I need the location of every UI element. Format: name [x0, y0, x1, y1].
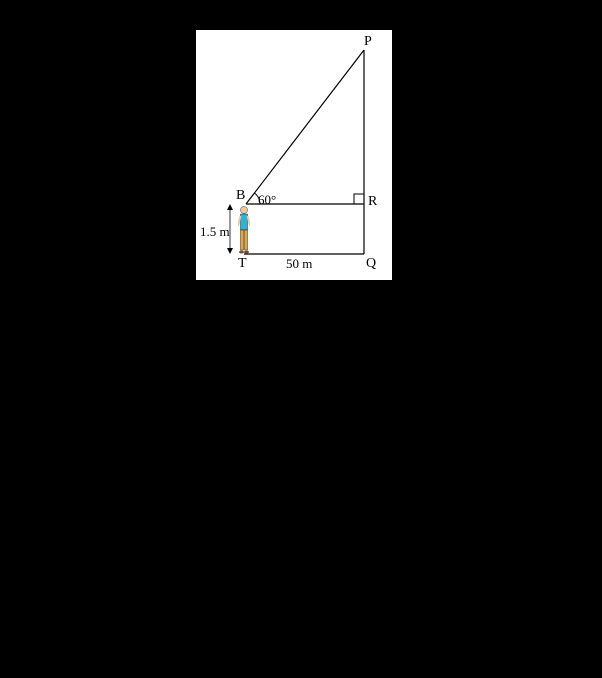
person-figure: [238, 206, 250, 254]
angle-label: 60°: [258, 192, 276, 208]
point-label-T: T: [238, 256, 247, 272]
point-label-Q: Q: [366, 256, 376, 272]
point-label-P: P: [364, 34, 372, 50]
point-label-B: B: [236, 188, 245, 204]
line-BP: [246, 50, 364, 204]
distance-label: 50 m: [286, 256, 312, 272]
right-angle-marker: [354, 194, 364, 204]
height-arrow-top: [227, 204, 233, 210]
height-arrow-bottom: [227, 248, 233, 254]
diagram-svg: [196, 30, 392, 280]
geometry-diagram: P R B T Q 60° 1.5 m 50 m: [196, 30, 392, 280]
point-label-R: R: [368, 194, 377, 210]
height-label: 1.5 m: [200, 224, 230, 240]
